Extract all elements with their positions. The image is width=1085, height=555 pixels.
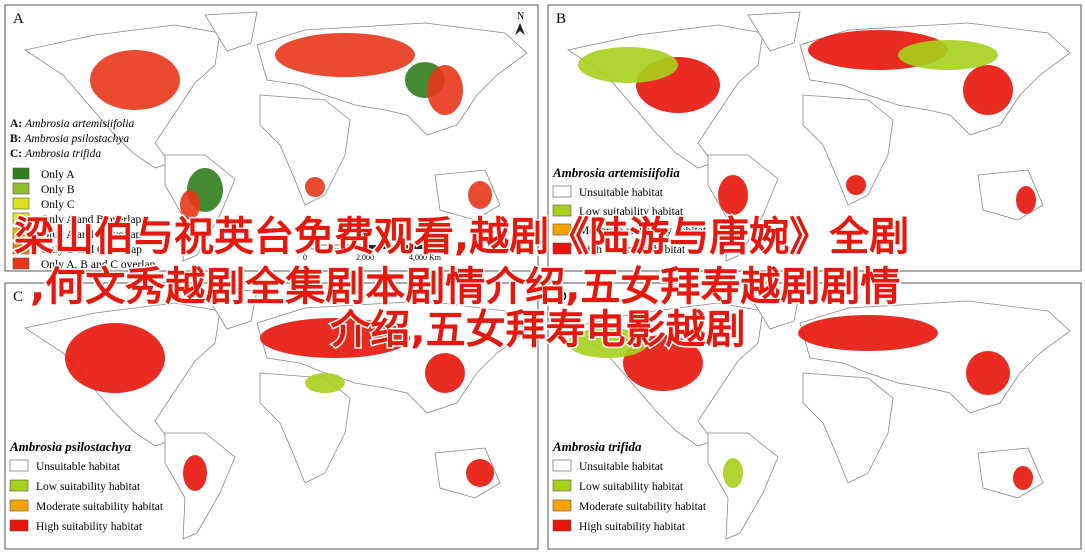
habitat-area [1016, 186, 1036, 214]
legend-label: Only A and B overlap [41, 214, 142, 226]
legend-title: Ambrosia psilostachya [9, 439, 131, 454]
legend-swatch [12, 257, 30, 270]
legend-swatch [9, 519, 29, 532]
legend-swatch [12, 197, 30, 210]
map-panel: B Ambrosia artemisiifolia Unsuitable habit… [547, 4, 1082, 272]
legend-label: Moderate suitability habitat [579, 225, 707, 237]
habitat-area [183, 455, 207, 491]
legend-swatch [9, 459, 29, 472]
map-panel: C Ambrosia psilostachya Unsuitable habitat… [4, 282, 539, 550]
species-key: B: [10, 133, 22, 145]
scale-bar-segment [365, 245, 425, 249]
habitat-area [90, 50, 180, 110]
habitat-area [427, 65, 463, 115]
legend-label: High suitability habitat [36, 521, 143, 533]
legend-title: Ambrosia trifida [552, 439, 642, 454]
north-arrow: N [517, 11, 524, 22]
panel-label: A [13, 11, 24, 27]
habitat-area [260, 318, 410, 358]
overlay-text: 梁山伯与祝英台免费观看,越剧《陆游与唐婉》全剧,何文秀越剧全集剧本剧情介绍,五女… [13, 213, 911, 355]
species-entry: C: Ambrosia trifida [10, 148, 101, 160]
legend-swatch [12, 182, 30, 195]
overlay-line: ,何文秀越剧全集剧本剧情介绍,五女拜寿越剧剧情 [30, 264, 900, 310]
legend-label: Only A, B and C overlap [41, 259, 156, 271]
legend-swatch [12, 212, 30, 225]
legend-title: Ambrosia artemisiifolia [552, 165, 680, 180]
habitat-area [275, 33, 415, 77]
habitat-area [718, 175, 748, 215]
legend-label: Only A and C overlap [41, 229, 142, 241]
legend-label: High suitability habitat [579, 521, 686, 533]
legend-swatch [12, 242, 30, 255]
legend-swatch [552, 499, 572, 512]
legend-label: High suitability habitat [579, 244, 686, 256]
legend-label: Low suitability habitat [579, 481, 684, 493]
habitat-area [305, 373, 345, 393]
legend-label: Unsuitable habitat [36, 461, 121, 473]
legend-label: Only C [41, 199, 75, 211]
legend-swatch [9, 479, 29, 492]
legend-swatch [552, 242, 572, 255]
habitat-area [305, 177, 325, 197]
habitat-area [468, 181, 492, 209]
legend-swatch [552, 185, 572, 198]
legend-swatch [552, 519, 572, 532]
legend-swatch [12, 167, 30, 180]
legend-label: Low suitability habitat [36, 481, 141, 493]
habitat-area [846, 175, 866, 195]
overlay-line: 梁山伯与祝英台免费观看,越剧《陆游与唐婉》全剧 [14, 214, 909, 260]
scale-label: 2,000 [356, 253, 374, 262]
species-key: A: [10, 118, 22, 130]
species-name: Ambrosia trifida [24, 148, 101, 160]
legend-label: Moderate suitability habitat [36, 501, 164, 513]
habitat-area [723, 458, 743, 488]
legend: Ambrosia artemisiifolia Unsuitable habita… [552, 165, 707, 256]
species-entry: A: Ambrosia artemisiifolia [10, 118, 135, 130]
legend-swatch [552, 459, 572, 472]
habitat-area [568, 328, 648, 358]
overlay-line: 介绍,五女拜寿电影越剧 [330, 307, 745, 353]
habitat-area [578, 47, 678, 83]
legend-label: Unsuitable habitat [579, 187, 664, 199]
habitat-area [898, 40, 998, 70]
legend-label: Low suitability habitat [579, 206, 684, 218]
species-entry: B: Ambrosia psilostachya [10, 133, 129, 145]
panel-label: C [13, 289, 23, 305]
scale-bar: 0 2,000 4,000 Km [303, 244, 442, 262]
legend: Ambrosia psilostachya Unsuitable habitat L… [9, 439, 164, 533]
habitat-area [1013, 466, 1033, 490]
legend-label: Only B [41, 184, 75, 196]
species-name: Ambrosia psilostachya [24, 133, 130, 145]
map-panel: D Ambrosia trifida Unsuitable habitat Low s… [547, 282, 1082, 550]
habitat-area [466, 459, 494, 487]
legend-swatch [9, 499, 29, 512]
legend-swatch [552, 204, 572, 217]
legend-label: Unsuitable habitat [579, 461, 664, 473]
panel-label: B [556, 11, 566, 27]
habitat-area [65, 323, 165, 393]
habitat-area [963, 65, 1013, 115]
habitat-area [798, 315, 938, 351]
habitat-area [966, 351, 1010, 395]
legend-swatch [12, 227, 30, 240]
species-key: C: [10, 148, 22, 160]
legend: Ambrosia trifida Unsuitable habitat Low su… [552, 439, 707, 533]
panel-label: D [556, 289, 567, 305]
habitat-area [425, 353, 465, 393]
legend-label: Only A [41, 169, 75, 181]
species-name: Ambrosia artemisiifolia [24, 118, 134, 130]
habitat-area [180, 190, 200, 220]
legend-swatch [552, 223, 572, 236]
scale-label: 0 [303, 253, 307, 262]
north-arrow-icon [515, 23, 525, 35]
scale-label: 4,000 Km [409, 253, 442, 262]
legend-label: Moderate suitability habitat [579, 501, 707, 513]
legend-label: Only B and C overlap [41, 244, 142, 256]
legend-swatch [552, 479, 572, 492]
